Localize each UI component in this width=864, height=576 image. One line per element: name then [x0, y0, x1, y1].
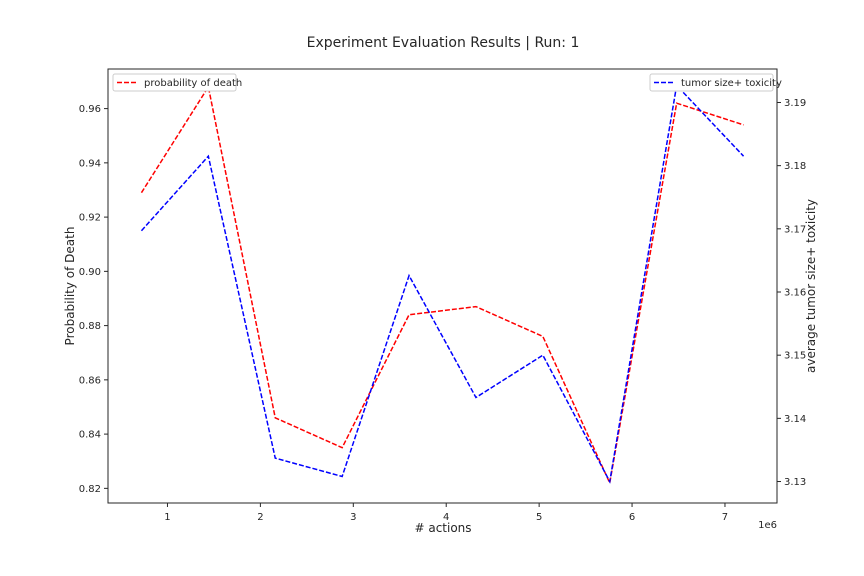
x-tick-label: 3	[350, 512, 356, 523]
series-layer	[140, 83, 745, 486]
y-right-axis-title: average tumor size+ toxicity	[804, 199, 818, 373]
y-right-tick-label: 3.13	[784, 477, 806, 488]
y-right-tick-label: 3.17	[784, 224, 806, 235]
series-line-probability-of-death	[140, 84, 744, 486]
y-left-tick-label: 0.82	[79, 484, 101, 495]
x-tick-label: 5	[536, 512, 542, 523]
y-left-tick-label: 0.96	[79, 104, 101, 115]
x-tick-label: 7	[722, 512, 728, 523]
y-left-tick-label: 0.84	[79, 430, 101, 441]
y-right-tick-label: 3.16	[784, 288, 806, 299]
y-right-tick-label: 3.18	[784, 161, 806, 172]
legend-tumor-size-toxicity: tumor size+ toxicity	[649, 73, 782, 92]
legend-probability-of-death: probability of death	[112, 73, 242, 92]
y-right-tick-label: 3.15	[784, 351, 806, 362]
plot-frame	[107, 68, 778, 504]
y-left-tick-label: 0.94	[79, 158, 101, 169]
legend-label-tumor-size-toxicity: tumor size+ toxicity	[681, 78, 782, 89]
x-tick-label: 1	[164, 512, 170, 523]
y-left-axis-title: Probability of Death	[63, 227, 77, 346]
x-tick-label: 6	[629, 512, 635, 523]
axis-layer: 1 2 3 4 5 6 7 0.82 0.84 0.86 0.88 0.90 0.92 0.94 0.96 3…	[79, 98, 807, 523]
x-tick-label: 4	[443, 512, 449, 523]
x-axis-offset-label: 1e6	[758, 520, 777, 531]
y-left-tick-label: 0.86	[79, 375, 101, 386]
x-axis-title: # actions	[414, 521, 471, 535]
y-right-tick-label: 3.14	[784, 414, 806, 425]
legend-label-probability-of-death: probability of death	[144, 78, 242, 89]
y-left-tick-label: 0.88	[79, 321, 101, 332]
y-left-tick-label: 0.92	[79, 213, 101, 224]
chart-title: Experiment Evaluation Results | Run: 1	[307, 35, 580, 51]
x-tick-label: 2	[257, 512, 263, 523]
y-left-tick-label: 0.90	[79, 267, 101, 278]
y-right-tick-label: 3.19	[784, 98, 806, 109]
series-line-tumor-size-toxicity	[140, 83, 745, 484]
